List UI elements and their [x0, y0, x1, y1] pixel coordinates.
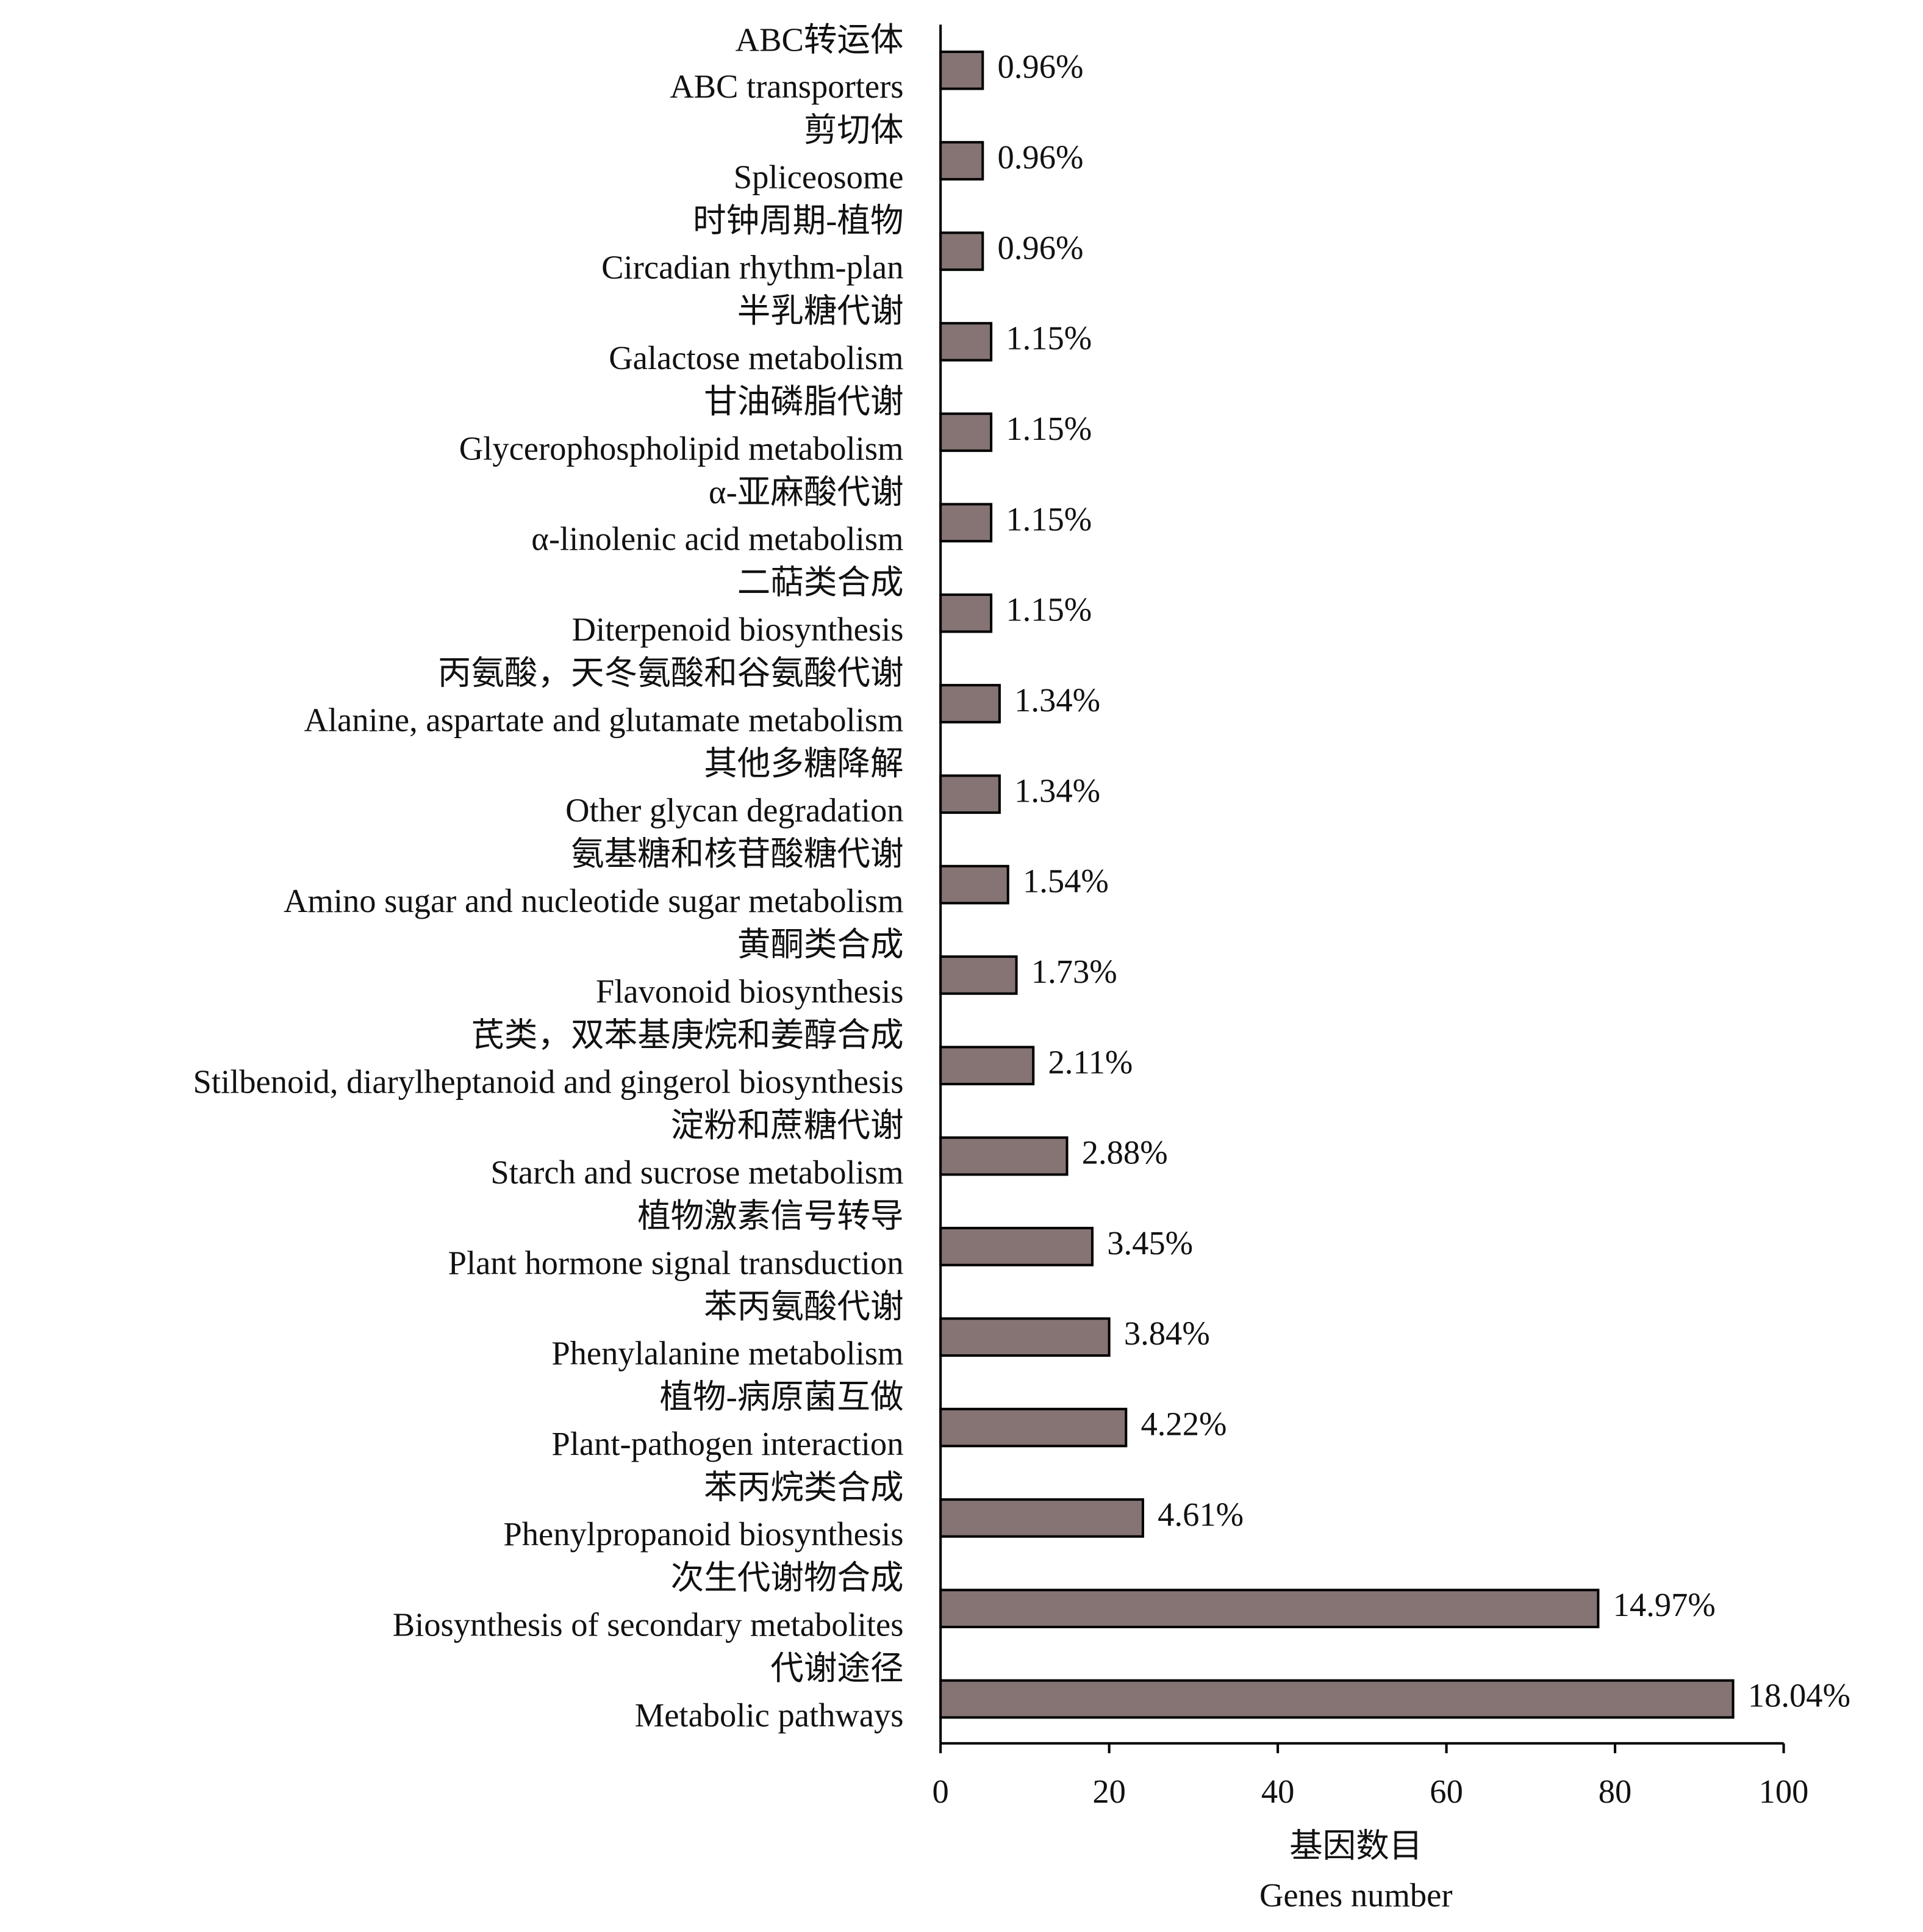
category-label: Phenylpropanoid biosynthesis [503, 1515, 903, 1553]
category-label-zh: 丙氨酸，天冬氨酸和谷氨酸代谢 [438, 655, 904, 692]
category-label: Metabolic pathways [635, 1697, 904, 1734]
x-tick-label: 60 [1430, 1773, 1463, 1810]
category-label-zh: 芪类，双苯基庚烷和姜醇合成 [471, 1016, 903, 1054]
bar-annotation: 1.34% [1014, 681, 1100, 719]
category-label-zh: α-亚麻酸代谢 [709, 473, 903, 511]
bar-annotation: 1.73% [1031, 953, 1117, 990]
category-label-zh: 植物-病原菌互做 [660, 1378, 904, 1415]
x-axis-label-zh: 基因数目 [1289, 1827, 1422, 1864]
category-label: Flavonoid biosynthesis [596, 972, 904, 1010]
category-label-zh: 其他多糖降解 [704, 745, 903, 782]
x-tick-label: 20 [1092, 1773, 1126, 1810]
bar [939, 1317, 1111, 1357]
bar [939, 1046, 1035, 1086]
bar [939, 412, 993, 452]
category-label-zh: 黄酮类合成 [737, 925, 904, 963]
category-label: Plant hormone signal transduction [448, 1244, 904, 1281]
bar [939, 141, 984, 181]
category-label-zh: 次生代谢物合成 [671, 1559, 904, 1596]
bar-annotation: 2.11% [1048, 1043, 1133, 1080]
bar-annotation: 3.84% [1124, 1315, 1210, 1352]
category-label-zh: 植物激素信号转导 [637, 1197, 903, 1234]
category-label-zh: 代谢途径 [770, 1650, 903, 1687]
category-label-zh: 苯丙烷类合成 [704, 1468, 903, 1506]
bar-annotation: 18.04% [1748, 1677, 1850, 1714]
category-label: Stilbenoid, diarylheptanoid and gingerol… [193, 1063, 903, 1101]
category-label-zh: 半乳糖代谢 [737, 292, 904, 329]
bar-annotation: 1.15% [1006, 591, 1092, 628]
bar [939, 864, 1009, 905]
bar-annotation: 1.15% [1006, 500, 1092, 537]
bar-annotation: 0.96% [998, 229, 1084, 266]
category-label-zh: 剪切体 [804, 112, 904, 149]
bar-annotation: 4.22% [1141, 1406, 1227, 1443]
x-tick-label: 100 [1759, 1773, 1809, 1810]
bar [939, 1407, 1128, 1448]
bar-annotation: 3.45% [1107, 1224, 1193, 1262]
bar [939, 593, 993, 633]
x-tick-label: 40 [1261, 1773, 1295, 1810]
bar [939, 321, 993, 362]
bar-annotation: 1.34% [1014, 772, 1100, 809]
bar-annotation: 0.96% [998, 48, 1084, 85]
category-label-zh: 淀粉和蔗糖代谢 [671, 1107, 904, 1144]
bar [939, 231, 984, 271]
category-label: Starch and sucrose metabolism [490, 1154, 903, 1191]
category-label-zh: 甘油磷脂代谢 [704, 383, 903, 420]
bar [939, 774, 1001, 814]
category-label: Amino sugar and nucleotide sugar metabol… [284, 882, 903, 919]
category-label: ABC transporters [670, 68, 903, 105]
bar-annotation: 1.54% [1023, 863, 1109, 900]
category-label: Glycerophospholipid metabolism [459, 429, 904, 467]
bar-annotation: 1.15% [1006, 320, 1092, 357]
category-label-zh: 苯丙氨酸代谢 [704, 1288, 903, 1325]
bar [939, 503, 993, 543]
bar [939, 50, 984, 90]
category-label: α-linolenic acid metabolism [531, 520, 903, 558]
category-label: Biosynthesis of secondary metabolites [393, 1606, 904, 1643]
category-label-zh: 氨基糖和核苷酸糖代谢 [571, 835, 903, 872]
category-label: Plant-pathogen interaction [551, 1425, 903, 1462]
category-label: Alanine, aspartate and glutamate metabol… [304, 701, 903, 738]
category-label-zh: 时钟周期-植物 [693, 202, 903, 239]
category-label: Galactose metabolism [609, 339, 903, 376]
bar [939, 684, 1001, 724]
bar [939, 1498, 1144, 1538]
category-label-zh: 二萜类合成 [737, 564, 904, 601]
category-label-zh: ABC转运体 [736, 21, 904, 58]
category-label: Diterpenoid biosynthesis [572, 611, 904, 648]
category-label: Phenylalanine metabolism [551, 1335, 903, 1372]
bar [939, 1136, 1069, 1176]
category-label: Circadian rhythm-plan [601, 249, 903, 286]
bar-annotation: 4.61% [1158, 1496, 1244, 1533]
category-label: Other glycan degradation [565, 792, 903, 829]
bar [939, 1227, 1094, 1266]
category-label: Spliceosome [734, 158, 904, 195]
bar [939, 955, 1018, 995]
x-tick-label: 80 [1599, 1773, 1632, 1810]
bar [939, 1679, 1735, 1719]
x-tick-label: 0 [933, 1773, 949, 1810]
bar-annotation: 14.97% [1613, 1586, 1716, 1623]
bar-annotation: 1.15% [1006, 410, 1092, 447]
x-axis-label: Genes number [1259, 1876, 1453, 1914]
bar-annotation: 0.96% [998, 138, 1084, 176]
bar [939, 1589, 1600, 1629]
bar-annotation: 2.88% [1082, 1134, 1168, 1171]
